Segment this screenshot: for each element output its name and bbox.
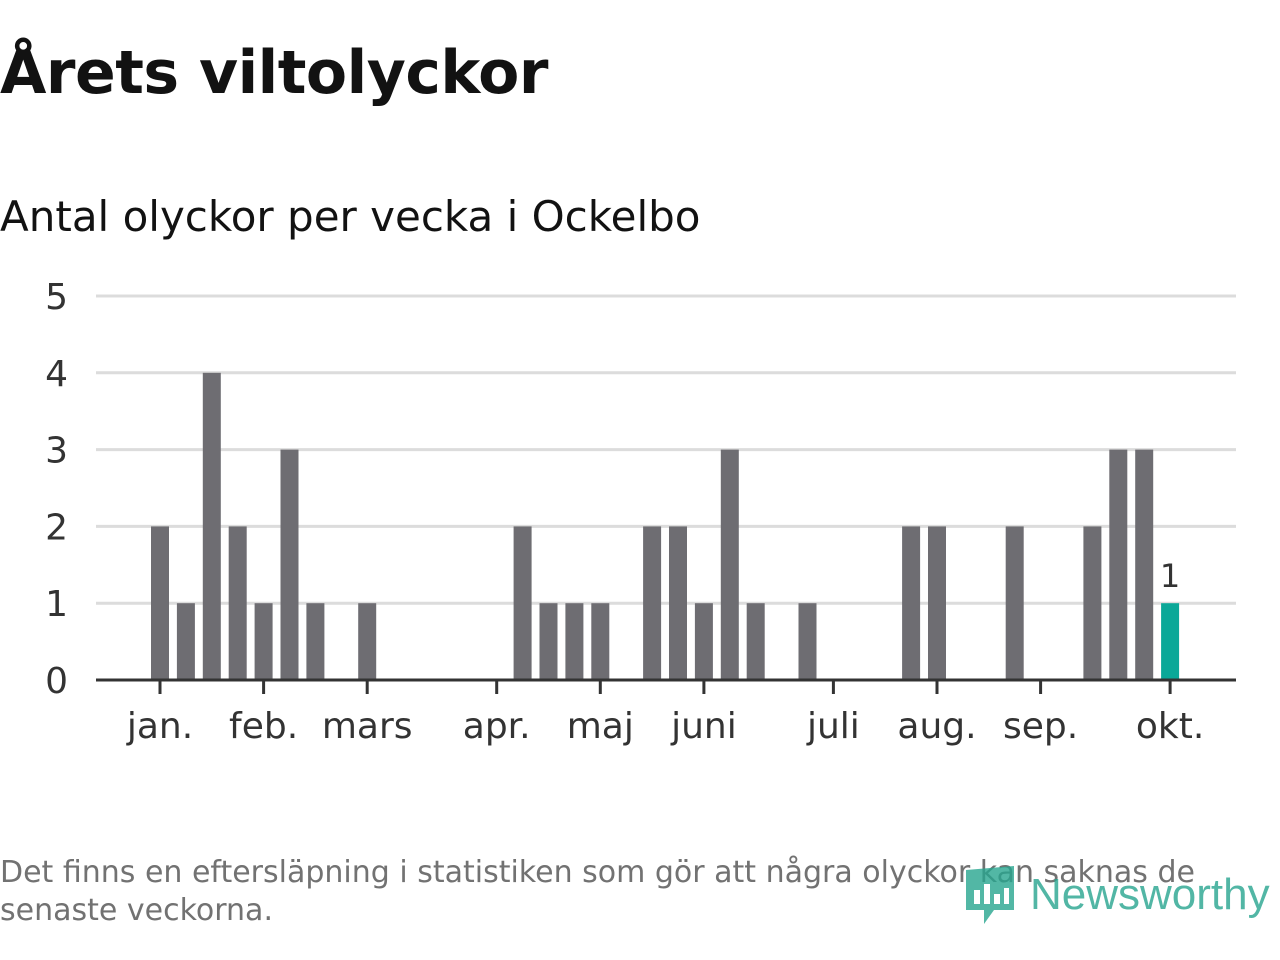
bar [669, 526, 687, 680]
bar [176, 603, 195, 680]
bar [254, 603, 273, 680]
bar [1135, 449, 1154, 680]
y-tick-label: 2 [45, 507, 68, 548]
bar [902, 526, 921, 680]
x-tick-label: jan. [126, 706, 193, 747]
x-tick-label: aug. [897, 706, 976, 747]
bar [513, 526, 532, 680]
brand-logo[interactable]: Newsworthy [964, 864, 1270, 926]
bar [694, 603, 713, 680]
newsworthy-logo-icon [966, 866, 1014, 924]
x-tick-label: mars [322, 706, 413, 747]
y-tick-label: 5 [45, 277, 68, 318]
bar [928, 526, 946, 680]
weekly-bar-chart: 0 1 2 3 4 5 1 jan. feb. mars apr. maj juni juli aug.… [45, 277, 1236, 747]
x-tick-label: okt. [1136, 706, 1204, 747]
gridlines [96, 294, 1236, 605]
bar [720, 449, 739, 680]
x-tick-label: juli [806, 706, 860, 747]
x-tick-label: sep. [1003, 706, 1078, 747]
bar [1083, 526, 1102, 680]
bar [746, 603, 765, 680]
y-tick-label: 1 [45, 584, 68, 625]
bar [1109, 449, 1128, 680]
y-tick-label: 3 [45, 431, 68, 472]
bar-series [151, 372, 1180, 680]
brand-name: Newsworthy [1030, 870, 1270, 919]
bar [228, 526, 247, 680]
bar [565, 603, 584, 680]
bar [591, 603, 610, 680]
y-axis-ticks: 0 1 2 3 4 5 [45, 277, 68, 702]
bar [1005, 526, 1024, 680]
bar [798, 603, 817, 680]
x-tick-label: juni [670, 706, 737, 747]
y-tick-label: 4 [45, 354, 68, 395]
chart-subtitle: Antal olyckor per vecka i Ockelbo [0, 192, 701, 241]
bar [151, 526, 169, 680]
y-tick-label: 0 [45, 661, 68, 702]
x-tick-label: apr. [463, 706, 531, 747]
chart-title: Årets viltolyckor [0, 38, 549, 108]
bar [280, 449, 299, 680]
x-tick-label: maj [567, 706, 634, 747]
x-tick-label: feb. [229, 706, 298, 747]
bar [202, 372, 221, 680]
data-labels: 1 [1160, 557, 1180, 595]
bar [539, 603, 558, 680]
bar [643, 526, 662, 680]
bar [358, 603, 377, 680]
last-value-label: 1 [1160, 557, 1180, 595]
x-axis: jan. feb. mars apr. maj juni juli aug. sep. okt. [96, 678, 1236, 747]
bar-highlight [1161, 603, 1180, 680]
bar [306, 603, 325, 680]
